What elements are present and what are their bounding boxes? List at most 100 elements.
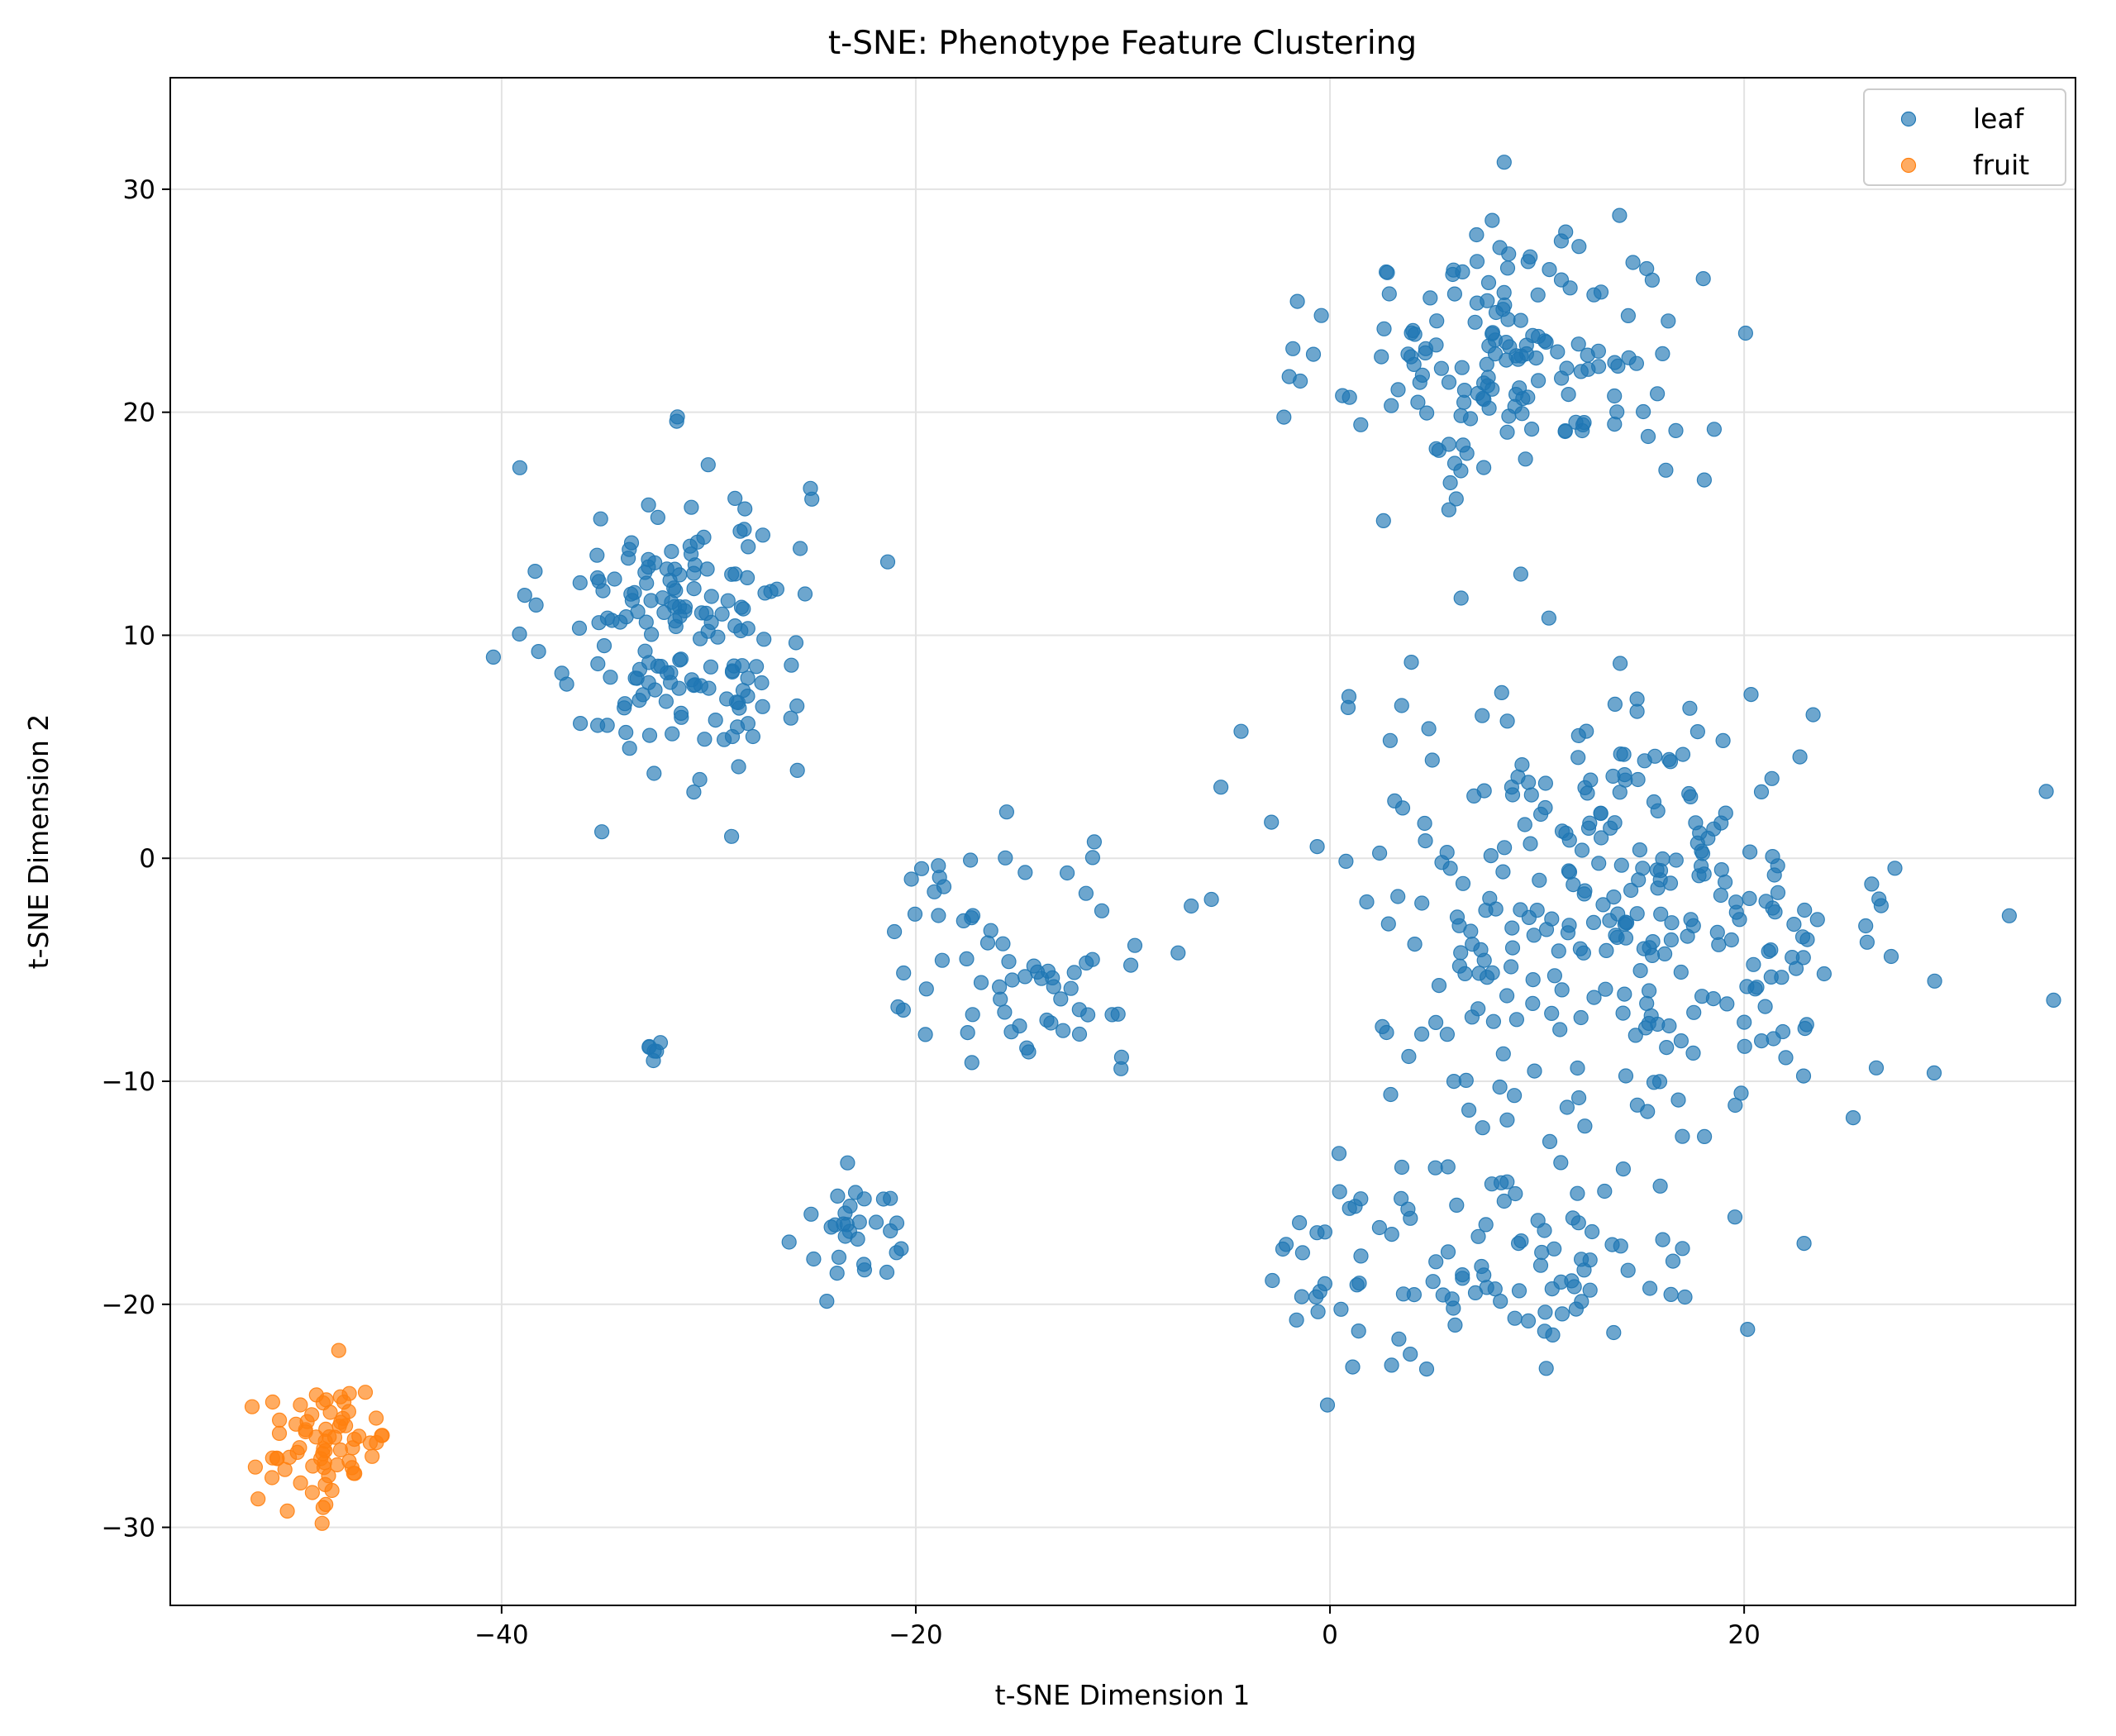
data-point-leaf <box>727 566 743 582</box>
data-point-leaf <box>641 497 656 513</box>
data-point-fruit <box>271 1425 288 1442</box>
data-point-leaf <box>662 675 679 690</box>
data-point-leaf <box>1423 290 1438 306</box>
data-point-leaf <box>1371 1219 1388 1236</box>
data-point-fruit <box>345 1440 360 1456</box>
data-point-leaf <box>1017 969 1033 985</box>
data-point-leaf <box>1573 1009 1589 1026</box>
data-point-leaf <box>1615 1005 1631 1021</box>
data-point-leaf <box>641 727 658 743</box>
data-point-leaf <box>599 610 616 626</box>
data-point-leaf <box>1668 422 1684 439</box>
data-point-leaf <box>687 557 703 573</box>
data-point-leaf <box>1019 1040 1035 1056</box>
data-point-leaf <box>1858 918 1874 934</box>
data-point-leaf <box>1561 918 1577 933</box>
data-point-leaf <box>1381 286 1397 302</box>
data-point-leaf <box>1649 386 1666 402</box>
data-point-leaf <box>684 499 699 515</box>
data-point-leaf <box>1469 227 1485 243</box>
data-point-leaf <box>918 981 934 997</box>
data-point-leaf <box>1786 916 1802 932</box>
data-point-leaf <box>1213 780 1229 795</box>
data-point-fruit <box>321 1468 336 1484</box>
data-point-leaf <box>1607 696 1623 713</box>
data-point-leaf <box>998 804 1015 820</box>
data-point-leaf <box>1499 713 1515 729</box>
data-point-leaf <box>559 676 574 692</box>
data-point-leaf <box>1664 915 1680 931</box>
data-point-leaf <box>1534 1244 1550 1261</box>
data-point-leaf <box>1504 787 1521 803</box>
data-point-leaf <box>1475 460 1492 475</box>
data-point-leaf <box>1765 848 1780 865</box>
data-point-leaf <box>1530 373 1546 389</box>
data-point-fruit <box>318 1392 334 1408</box>
data-point-leaf <box>1059 865 1075 881</box>
data-point-leaf <box>1475 1120 1490 1136</box>
data-point-leaf <box>1170 945 1186 961</box>
data-point-leaf <box>1718 805 1733 821</box>
data-point-leaf <box>1094 903 1110 918</box>
data-point-leaf <box>1455 875 1471 891</box>
data-point-leaf <box>596 637 612 654</box>
data-point-leaf <box>1681 785 1697 802</box>
data-point-leaf <box>1340 699 1356 716</box>
data-point-fruit <box>331 1343 346 1358</box>
data-point-leaf <box>1545 1327 1561 1343</box>
data-point-leaf <box>1532 1257 1549 1273</box>
data-point-leaf <box>682 538 698 554</box>
data-point-leaf <box>1557 422 1573 439</box>
data-point-leaf <box>964 1055 979 1071</box>
data-point-leaf <box>618 724 634 741</box>
data-point-leaf <box>1285 341 1301 356</box>
data-point-leaf <box>1742 844 1758 860</box>
data-point-leaf <box>979 935 996 951</box>
data-point-leaf <box>1127 937 1143 953</box>
data-point-leaf <box>724 664 741 680</box>
data-point-leaf <box>1593 830 1609 846</box>
data-point-leaf <box>607 571 622 587</box>
data-point-leaf <box>1655 851 1670 867</box>
data-point-leaf <box>1433 360 1450 376</box>
data-point-leaf <box>1479 970 1495 985</box>
data-point-leaf <box>1612 207 1628 223</box>
data-point-leaf <box>1796 1235 1812 1252</box>
data-point-leaf <box>670 409 685 425</box>
data-point-leaf <box>646 1052 661 1069</box>
data-point-leaf <box>1495 1046 1511 1061</box>
y-axis-ticks: −30 −20 −10 0 10 20 30 <box>102 175 170 1543</box>
data-point-leaf <box>1552 1022 1568 1037</box>
data-point-leaf <box>1312 1284 1327 1300</box>
data-point-leaf <box>1628 1028 1643 1043</box>
data-point-leaf <box>1523 836 1538 851</box>
data-point-leaf <box>1520 1313 1537 1329</box>
data-point-leaf <box>1504 920 1520 936</box>
data-point-leaf <box>1442 861 1458 876</box>
data-point-leaf <box>708 712 723 728</box>
data-point-leaf <box>1582 1282 1598 1298</box>
data-point-leaf <box>1418 341 1434 356</box>
data-point-leaf <box>1537 333 1552 349</box>
data-point-leaf <box>1440 1159 1456 1175</box>
data-point-leaf <box>1418 832 1433 849</box>
data-point-leaf <box>1728 904 1744 920</box>
data-point-leaf <box>589 547 605 563</box>
data-point-leaf <box>1390 889 1406 904</box>
data-point-leaf <box>666 580 682 596</box>
data-point-leaf <box>1610 358 1626 374</box>
data-point-leaf <box>1413 1026 1430 1042</box>
data-point-leaf <box>1084 951 1100 967</box>
data-point-leaf <box>1685 1045 1701 1061</box>
data-point-leaf <box>622 741 637 756</box>
data-point-leaf <box>1754 1033 1770 1049</box>
data-point-leaf <box>1055 1023 1071 1038</box>
data-point-leaf <box>1384 1226 1399 1242</box>
data-point-leaf <box>1046 979 1061 994</box>
data-point-leaf <box>1375 513 1391 529</box>
data-point-leaf <box>1709 924 1725 941</box>
data-point-leaf <box>589 718 606 733</box>
data-point-leaf <box>1451 958 1468 974</box>
y-tick-label: −10 <box>102 1067 155 1097</box>
data-point-leaf <box>665 726 680 742</box>
